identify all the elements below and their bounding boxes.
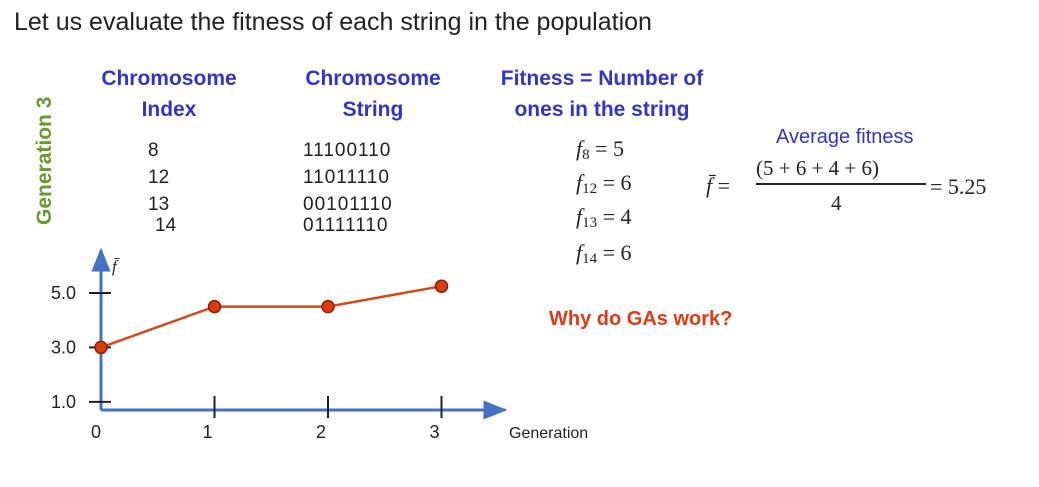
fitness-value: 5 — [613, 136, 625, 161]
average-result: = 5.25 — [930, 174, 987, 199]
y-tick-label: 3.0 — [51, 337, 76, 357]
fitness-item: f12 = 6 — [576, 170, 632, 197]
index-cell: 14 — [155, 215, 177, 236]
fitness-value: 4 — [620, 204, 632, 229]
fitness-subscript: 8 — [582, 147, 590, 163]
x-tick-label: 3 — [429, 422, 439, 442]
fitness-item: f13 = 4 — [576, 204, 632, 231]
average-numerator: (5 + 6 + 4 + 6) — [756, 156, 880, 180]
fitness-item: f8 = 5 — [576, 136, 625, 163]
fitness-header-line1: Fitness = Number of — [500, 67, 704, 90]
data-point — [207, 299, 222, 314]
average-denominator: 4 — [831, 191, 842, 215]
data-point — [321, 299, 335, 314]
index-cell: 12 — [148, 167, 170, 188]
average-label: Average fitness — [776, 126, 914, 148]
x-tick-label: 2 — [316, 422, 326, 442]
f-symbol: f — [576, 240, 583, 265]
x-tick-label: 0 — [91, 422, 101, 442]
string-cell: 01111110 — [303, 215, 389, 236]
y-tick-label: 1.0 — [51, 392, 76, 412]
f-symbol: f — [576, 204, 583, 229]
series-line — [100, 284, 442, 349]
data-point — [434, 279, 449, 293]
string-header-line2: String — [342, 98, 404, 121]
f-symbol: f — [576, 170, 583, 195]
fitness-subscript: 14 — [582, 251, 598, 267]
index-header-line1: Chromosome — [101, 67, 237, 90]
fitness-value: 6 — [620, 240, 632, 265]
index-header: Chromosome Index — [92, 63, 246, 125]
fitness-header: Fitness = Number of ones in the string — [488, 63, 716, 125]
average-symbol: f̄ = — [706, 173, 731, 198]
f-symbol: f — [576, 136, 583, 161]
string-cell: 11100110 — [303, 140, 392, 161]
y-tick-label: 5.0 — [51, 283, 76, 303]
string-header-line1: Chromosome — [305, 67, 441, 90]
string-cell: 11011110 — [303, 167, 390, 188]
index-cell: 8 — [148, 140, 159, 161]
page-title: Let us evaluate the fitness of each stri… — [14, 8, 652, 36]
chart-layer: 1.0 3.0 5.0 0 1 2 3 Generation f̄ — [51, 247, 588, 442]
data-point — [94, 340, 108, 355]
fitness-column: f8 = 5 f12 = 6 f13 = 4 f14 = 6 — [576, 135, 632, 273]
y-axis-label: f̄ — [112, 257, 120, 276]
index-column: 8 12 13 14 — [148, 137, 176, 239]
index-header-line2: Index — [141, 98, 197, 121]
x-axis-label: Generation — [509, 425, 588, 442]
fitness-subscript: 12 — [582, 181, 598, 197]
string-column: 11100110 11011110 00101110 01111110 — [303, 137, 393, 239]
string-header: Chromosome String — [296, 63, 450, 125]
fitness-value: 6 — [620, 170, 632, 195]
fitness-subscript: 13 — [582, 215, 598, 231]
average-f-symbol: f̄ — [706, 173, 713, 198]
fitness-header-line2: ones in the string — [514, 98, 690, 121]
fitness-item: f14 = 6 — [576, 240, 632, 267]
index-cell: 13 — [148, 194, 170, 215]
x-tick-label: 1 — [202, 422, 212, 442]
fraction-bar — [756, 183, 926, 185]
why-question: Why do GAs work? — [549, 308, 733, 330]
string-cell: 00101110 — [303, 194, 393, 215]
